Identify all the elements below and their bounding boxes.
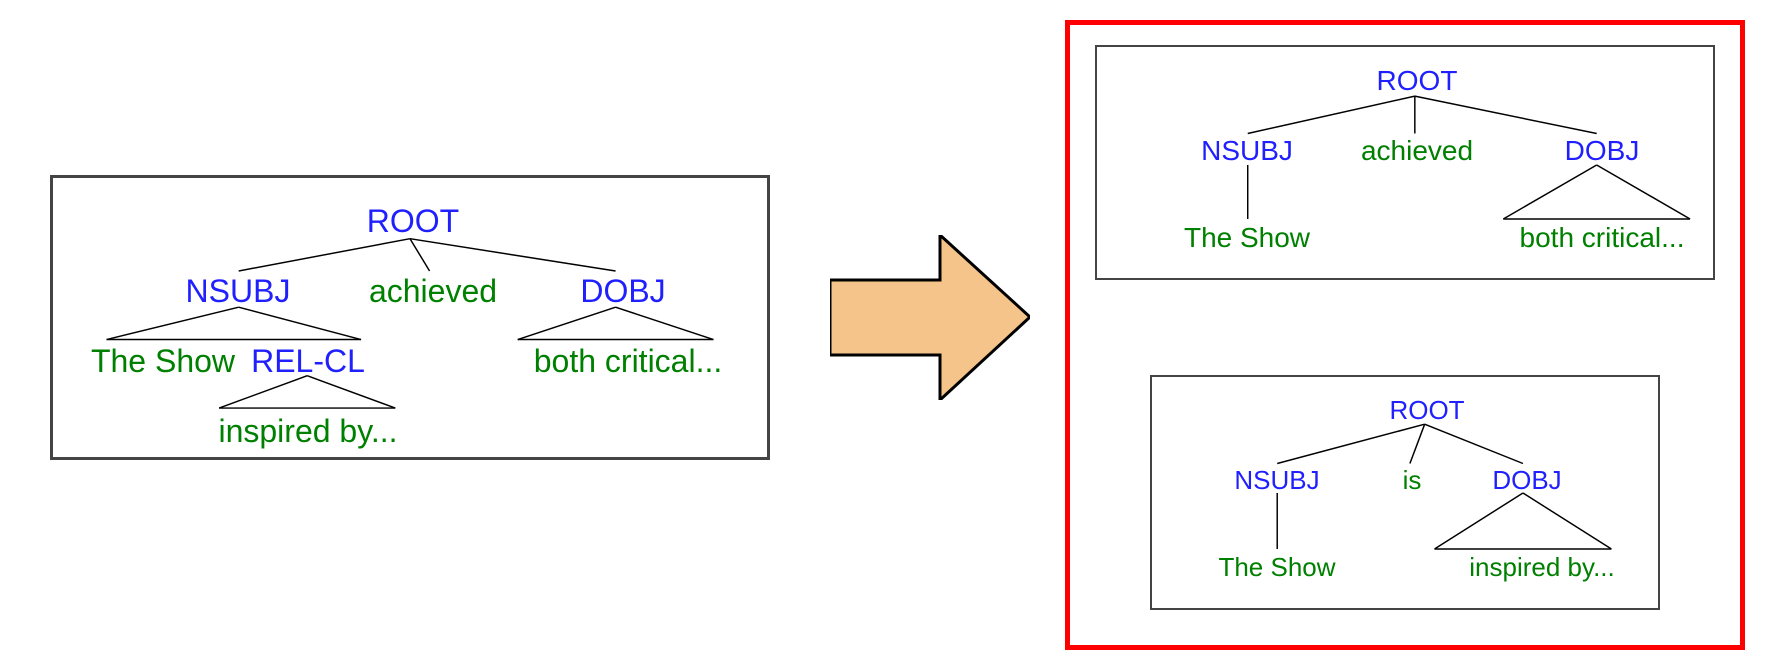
node-the-show: The Show — [91, 343, 235, 380]
node-rel-cl: REL-CL — [251, 343, 365, 380]
node-root: ROOT — [1389, 395, 1464, 426]
node-achieved: achieved — [1361, 135, 1473, 167]
diagram-canvas: ROOT NSUBJ achieved DOBJ The Show REL-CL… — [0, 0, 1776, 672]
node-the-show: The Show — [1184, 222, 1310, 254]
node-inspired-by: inspired by... — [1469, 552, 1614, 583]
node-both-critical: both critical... — [534, 343, 723, 380]
right-bottom-tree-box: ROOT NSUBJ is DOBJ The Show inspired by.… — [1150, 375, 1660, 610]
node-achieved: achieved — [369, 273, 497, 310]
node-both-critical: both critical... — [1520, 222, 1685, 254]
node-dobj: DOBJ — [1492, 465, 1561, 496]
node-nsubj: NSUBJ — [1201, 135, 1293, 167]
left-tree-box: ROOT NSUBJ achieved DOBJ The Show REL-CL… — [50, 175, 770, 460]
node-inspired-by: inspired by... — [218, 413, 397, 450]
node-is: is — [1403, 465, 1422, 496]
node-root: ROOT — [367, 203, 459, 240]
node-root: ROOT — [1377, 65, 1458, 97]
node-the-show: The Show — [1218, 552, 1335, 583]
node-nsubj: NSUBJ — [1234, 465, 1319, 496]
node-nsubj: NSUBJ — [186, 273, 291, 310]
right-top-tree-box: ROOT NSUBJ achieved DOBJ The Show both c… — [1095, 45, 1715, 280]
node-dobj: DOBJ — [580, 273, 665, 310]
node-dobj: DOBJ — [1565, 135, 1640, 167]
transform-arrow-icon — [830, 235, 1030, 400]
